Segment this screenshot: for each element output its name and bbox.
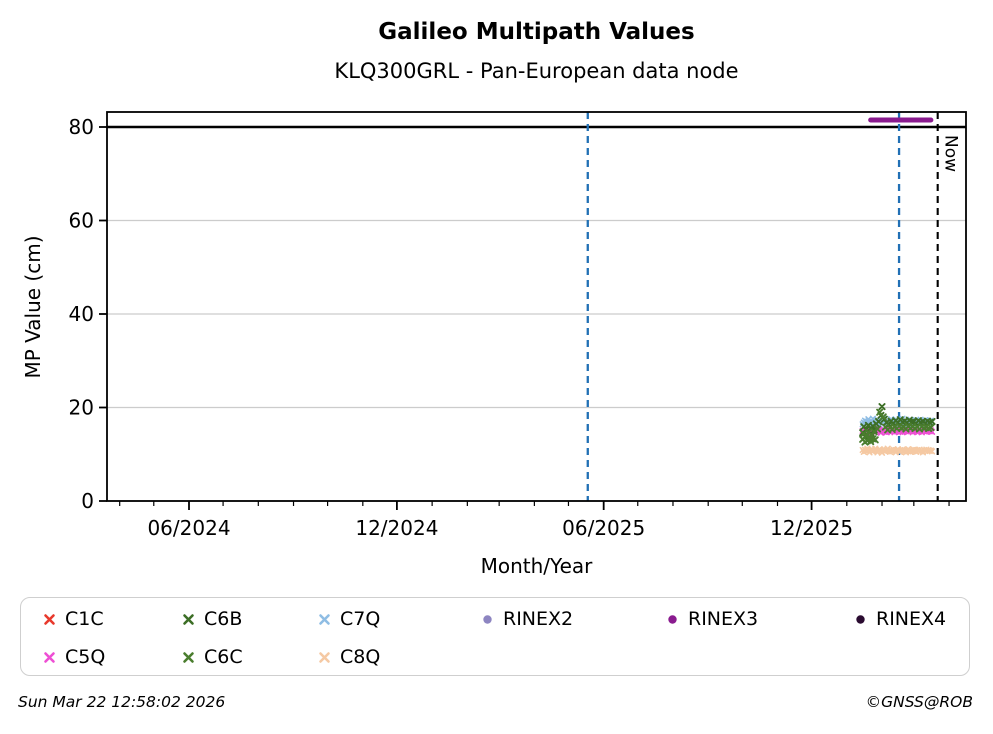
legend-label: C6B <box>204 608 243 630</box>
legend-item-c5q: C5Q <box>43 645 105 669</box>
y-tick-label: 80 <box>69 115 94 139</box>
x-marker-icon <box>183 651 194 663</box>
y-tick-label: 40 <box>69 302 94 326</box>
legend-item-rinex4: RINEX4 <box>854 607 946 631</box>
legend-label: RINEX2 <box>503 608 574 630</box>
circle-marker-icon <box>856 614 865 624</box>
x-tick-label: 12/2024 <box>355 516 438 540</box>
legend-label: RINEX3 <box>688 608 759 630</box>
x-marker-icon <box>319 613 330 625</box>
legend-label: C8Q <box>340 646 381 668</box>
x-tick-label: 06/2025 <box>562 516 645 540</box>
now-annotation: Now <box>941 135 961 172</box>
series-c8q <box>859 445 936 456</box>
legend-item-rinex3: RINEX3 <box>666 607 758 631</box>
timestamp-text: Sun Mar 22 12:58:02 2026 <box>18 693 226 711</box>
legend-label: C6C <box>204 646 243 668</box>
legend-item-c8q: C8Q <box>318 645 380 669</box>
legend-item-rinex2: RINEX2 <box>481 607 573 631</box>
legend-item-c6c: C6C <box>182 645 243 669</box>
y-tick-label: 60 <box>69 209 94 233</box>
copyright-text: ©GNSS@ROB <box>865 693 973 711</box>
circle-marker-icon <box>483 614 492 624</box>
series-c6c <box>859 408 935 446</box>
legend-item-c6b: C6B <box>182 607 242 631</box>
x-tick-label: 12/2025 <box>770 516 853 540</box>
plot-area: 0 20 40 60 80 06/2024 12/2024 06/2025 12/2025 Now <box>69 111 967 540</box>
chart-subtitle: KLQ300GRL - Pan-European data node <box>334 59 739 83</box>
page-title: Galileo Multipath Values <box>378 19 695 45</box>
legend-label: C5Q <box>65 646 106 668</box>
chart-legend: C1C C6B C7Q RINEX2 RINEX3 RINEX4 C5Q C6C C8Q <box>20 597 970 676</box>
legend-label: C1C <box>65 608 104 630</box>
y-tick-label: 0 <box>81 489 94 513</box>
circle-marker-icon <box>668 614 677 624</box>
legend-label: RINEX4 <box>876 608 947 630</box>
x-marker-icon <box>319 651 330 663</box>
x-marker-icon <box>44 613 55 625</box>
x-tick-label: 06/2024 <box>147 516 230 540</box>
legend-label: C7Q <box>340 608 381 630</box>
legend-item-c7q: C7Q <box>318 607 380 631</box>
y-tick-label: 20 <box>69 396 94 420</box>
x-axis-label: Month/Year <box>480 554 593 578</box>
axes-spines <box>106 111 967 502</box>
x-marker-icon <box>183 613 194 625</box>
x-marker-icon <box>44 651 55 663</box>
legend-item-c1c: C1C <box>43 607 104 631</box>
